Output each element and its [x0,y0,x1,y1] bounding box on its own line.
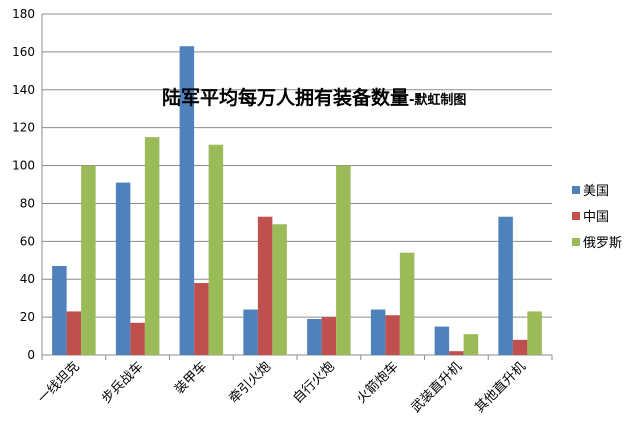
bar-3-1 [81,165,96,355]
x-category-label: 装甲车 [171,359,210,398]
chart-title-main: 陆军平均每万人拥有装备数量 [162,86,409,109]
bar-3-8 [527,311,542,355]
x-category-label: 牵引火炮 [227,359,274,406]
bar-3-4 [272,224,287,355]
legend-swatch [572,186,580,194]
x-category-label: 一线坦克 [35,359,82,406]
bars [52,46,542,355]
y-tick-label: 100 [12,159,35,173]
y-tick-label: 180 [12,7,35,21]
legend-label: 俄罗斯 [583,236,622,251]
legend-swatch [572,212,580,220]
bar-1-5 [307,319,322,355]
x-category-label: 火箭炮车 [353,359,401,407]
bar-3-5 [336,165,351,355]
x-category-label: 自行火炮 [290,359,337,406]
y-tick-labels: 0 20 40 60 80 100 120 140 160 180 [12,7,35,362]
bar-1-3 [179,46,195,355]
y-tick-label: 120 [12,121,35,135]
x-category-label: 步兵战车 [98,359,146,407]
bar-1-4 [243,309,258,355]
bar-2-2 [130,322,145,355]
y-tick-label: 140 [12,83,35,97]
bar-3-3 [208,144,224,355]
bar-1-2 [115,182,131,355]
legend-label: 美国 [583,184,609,199]
bar-3-2 [144,137,160,355]
bar-1-6 [370,309,386,355]
y-tick-label: 0 [27,348,35,362]
bar-2-7 [449,351,464,355]
y-tick-label: 60 [20,234,35,248]
chart-title: 陆军平均每万人拥有装备数量-默虹制图 [162,86,466,109]
y-tick-label: 80 [20,196,35,210]
bar-2-3 [194,283,209,355]
x-category-labels: 一线坦克 步兵战车 装甲车 牵引火炮 自行火炮 火箭炮车 武装直升机 其他直升机 [35,359,529,416]
bar-2-5 [321,317,337,355]
bar-3-6 [399,252,415,355]
bar-3-7 [463,334,479,355]
chart-title-suffix: -默虹制图 [409,92,466,108]
y-tick-label: 20 [20,310,35,324]
legend-swatch [572,238,580,246]
bar-1-8 [498,216,513,355]
legend-label: 中国 [583,210,609,225]
y-tick-label: 40 [20,272,35,286]
bar-2-6 [385,315,400,355]
bar-2-8 [512,339,528,355]
bar-2-1 [66,311,82,355]
bar-1-1 [52,265,67,355]
bar-1-7 [434,326,450,355]
y-tick-label: 160 [12,45,35,59]
bar-2-4 [257,216,273,355]
x-category-label: 其他直升机 [472,359,529,416]
x-category-label: 武装直升机 [409,359,466,416]
